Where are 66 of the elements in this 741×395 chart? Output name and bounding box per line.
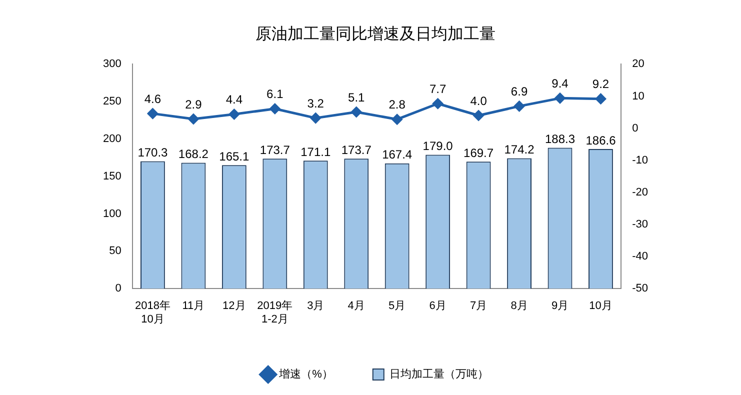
point — [351, 106, 362, 118]
y-tick-label: 100 — [102, 208, 122, 220]
data-label: 173.7 — [341, 142, 372, 157]
data-label: 7.7 — [429, 82, 446, 96]
y2-tick-label: -20 — [632, 186, 648, 198]
data-label: 3.2 — [307, 96, 324, 110]
x-tick-label: 2019年 1-2月 — [257, 300, 293, 326]
x-tick-label: 8月 — [510, 300, 528, 312]
point — [432, 98, 444, 109]
y2-tick-label: -10 — [632, 154, 648, 166]
chart-title: 原油加工量同比增速及日均加工量 — [256, 25, 496, 44]
y-tick-label: 300 — [102, 58, 122, 70]
y-tick-label: 0 — [115, 282, 122, 295]
y2-tick-label: 10 — [632, 90, 644, 102]
x-tick-label: 7月 — [470, 300, 488, 312]
data-label: 173.7 — [260, 142, 290, 157]
point — [147, 108, 158, 119]
data-label: 9.2 — [592, 77, 610, 92]
data-label: 169.7 — [464, 146, 494, 160]
x-tick-label: 2018年 10月 — [134, 300, 170, 326]
data-label: 5.1 — [348, 90, 366, 104]
data-label: 168.2 — [178, 147, 209, 162]
y2-tick-label: -50 — [632, 282, 648, 295]
data-label: 9.4 — [552, 76, 569, 90]
data-label: 2.8 — [388, 98, 406, 112]
y2-tick-label: -30 — [632, 218, 648, 231]
data-label: 2.9 — [185, 97, 202, 112]
x-tick-label: 12月 — [222, 300, 246, 312]
legend-label: 日均加工量（万吨） — [389, 368, 488, 381]
x-tick-label: 5月 — [388, 300, 406, 312]
x-tick-label: 10月 — [589, 300, 612, 312]
data-label: 174.2 — [504, 142, 535, 157]
data-label: 179.0 — [422, 139, 454, 154]
data-label: 4.6 — [144, 92, 162, 106]
point — [310, 112, 321, 124]
y-tick-label: 150 — [102, 170, 122, 182]
point — [595, 94, 606, 104]
data-label: 171.1 — [300, 144, 331, 159]
x-tick-label: 4月 — [348, 300, 365, 312]
x-tick-label: 3月 — [307, 300, 324, 312]
x-tick-label: 6月 — [429, 300, 446, 312]
y2-tick-label: -40 — [632, 250, 648, 263]
data-label: 167.4 — [382, 148, 412, 162]
data-label: 170.3 — [138, 146, 168, 160]
data-label: 188.3 — [544, 132, 576, 146]
y2-tick-label: 0 — [632, 122, 638, 134]
data-label: 4.0 — [470, 94, 488, 108]
data-label: 186.6 — [586, 133, 616, 148]
point — [270, 104, 280, 114]
y-tick-label: 250 — [102, 96, 122, 108]
x-tick-label: 9月 — [551, 300, 569, 312]
y2-tick-label: 20 — [632, 58, 644, 70]
y-tick-label: 50 — [109, 245, 122, 258]
legend-label: 增速（%） — [278, 368, 333, 381]
point — [392, 114, 402, 125]
point — [228, 108, 240, 120]
point — [554, 92, 566, 104]
point — [514, 100, 525, 112]
point — [473, 110, 484, 121]
data-label: 4.4 — [226, 92, 243, 107]
y-tick-label: 200 — [102, 133, 122, 146]
point — [188, 114, 199, 124]
data-label: 165.1 — [219, 149, 250, 164]
data-label: 6.1 — [266, 87, 284, 102]
x-tick-label: 11月 — [182, 300, 205, 312]
data-label: 6.9 — [510, 84, 528, 99]
